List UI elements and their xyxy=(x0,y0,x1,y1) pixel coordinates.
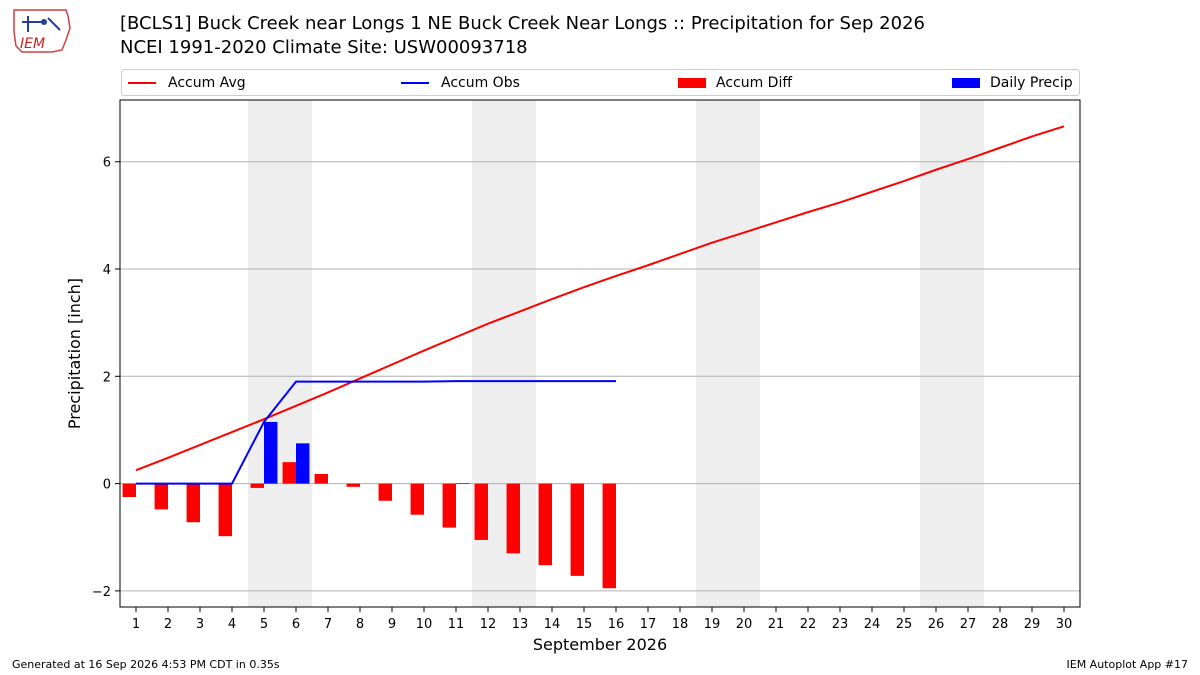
legend-item-daily-precip: Daily Precip xyxy=(952,70,1073,95)
x-tick-label: 27 xyxy=(960,617,977,632)
x-tick-label: 19 xyxy=(704,617,721,632)
x-tick-label: 17 xyxy=(640,617,657,632)
weekend-shade-1 xyxy=(248,100,312,607)
weekend-shading xyxy=(248,100,984,607)
x-tick-label: 13 xyxy=(512,617,529,632)
legend-swatch-daily xyxy=(952,77,980,88)
x-tick-label: 9 xyxy=(388,617,396,632)
x-tick-label: 30 xyxy=(1056,617,1073,632)
x-tick-label: 24 xyxy=(864,617,881,632)
legend-swatch-avg xyxy=(128,81,156,84)
lines xyxy=(135,125,1065,485)
x-tick-label: 29 xyxy=(1024,617,1041,632)
legend-swatch-diff xyxy=(678,77,706,88)
x-tick-label: 16 xyxy=(608,617,625,632)
accum-obs-line xyxy=(136,380,616,485)
accum-diff-bar xyxy=(506,483,520,554)
y-tick-label: 4 xyxy=(103,263,111,278)
y-gridlines xyxy=(120,161,1080,592)
x-tick-label: 10 xyxy=(416,617,433,632)
legend-swatch-obs xyxy=(401,81,429,84)
daily-precip-bar xyxy=(456,483,470,484)
daily-precip-bar xyxy=(296,443,310,484)
x-axis-label: September 2026 xyxy=(533,635,667,654)
x-tick-label: 12 xyxy=(480,617,497,632)
x-tick-label: 21 xyxy=(768,617,785,632)
accum-avg-line xyxy=(135,125,1065,472)
x-tick-label: 20 xyxy=(736,617,753,632)
accum-diff-bar xyxy=(442,483,456,528)
y-tick-label: 2 xyxy=(103,370,111,385)
chart-legend: Accum Avg Accum Obs Accum Diff Daily Pre… xyxy=(121,69,1080,96)
app-label: IEM Autoplot App #17 xyxy=(1066,658,1189,671)
title-line-2: NCEI 1991-2020 Climate Site: USW00093718 xyxy=(120,37,528,58)
x-tick-label: 25 xyxy=(896,617,913,632)
legend-item-accum-avg: Accum Avg xyxy=(128,70,246,95)
x-tick-label: 6 xyxy=(292,617,300,632)
iem-logo: IEM xyxy=(13,9,71,53)
logo-text: IEM xyxy=(20,36,45,52)
x-tick-label: 2 xyxy=(164,617,172,632)
bars xyxy=(122,421,616,589)
x-tick-label: 18 xyxy=(672,617,689,632)
accum-diff-bar xyxy=(250,483,264,488)
x-tick-label: 26 xyxy=(928,617,945,632)
x-tick-label: 28 xyxy=(992,617,1009,632)
x-tick-label: 3 xyxy=(196,617,204,632)
accum-diff-bar xyxy=(122,483,136,498)
x-tick-label: 4 xyxy=(228,617,236,632)
accum-diff-bar xyxy=(186,483,200,523)
x-tick-label: 22 xyxy=(800,617,817,632)
weekend-shade-3 xyxy=(696,100,760,607)
y-tick-label: −2 xyxy=(92,585,111,600)
legend-item-accum-obs: Accum Obs xyxy=(401,70,520,95)
legend-label-diff: Accum Diff xyxy=(716,74,793,91)
x-tick-label: 7 xyxy=(324,617,332,632)
accum-diff-bar xyxy=(410,483,424,515)
title-line-1: [BCLS1] Buck Creek near Longs 1 NE Buck … xyxy=(120,13,925,34)
accum-diff-bar xyxy=(282,462,296,484)
x-tick-label: 23 xyxy=(832,617,849,632)
accum-diff-bar xyxy=(154,483,168,510)
accum-diff-bar xyxy=(602,483,616,589)
plot-frame xyxy=(119,99,1081,608)
legend-label-avg: Accum Avg xyxy=(168,74,246,91)
x-tick-label: 15 xyxy=(576,617,593,632)
accum-diff-bar xyxy=(218,483,232,537)
x-tick-label: 11 xyxy=(448,617,465,632)
accum-diff-bar xyxy=(378,483,392,501)
legend-item-accum-diff: Accum Diff xyxy=(678,70,792,95)
y-tick-label: 0 xyxy=(103,478,111,493)
legend-label-obs: Accum Obs xyxy=(441,74,520,91)
accum-diff-bar xyxy=(314,473,328,484)
accum-diff-bar xyxy=(474,483,488,540)
x-tick-label: 5 xyxy=(260,617,268,632)
weekend-shade-4 xyxy=(920,100,984,607)
y-tick-label: 6 xyxy=(103,156,111,171)
accum-diff-bar xyxy=(570,483,584,576)
x-tick-label: 8 xyxy=(356,617,364,632)
y-axis-label: Precipitation [inch] xyxy=(65,278,84,429)
accum-diff-bar xyxy=(346,483,360,487)
x-tick-label: 14 xyxy=(544,617,561,632)
generated-timestamp: Generated at 16 Sep 2026 4:53 PM CDT in … xyxy=(12,658,280,671)
legend-label-daily: Daily Precip xyxy=(990,74,1073,91)
chart-title: [BCLS1] Buck Creek near Longs 1 NE Buck … xyxy=(120,12,925,60)
x-tick-label: 1 xyxy=(132,617,140,632)
daily-precip-bar xyxy=(264,421,278,484)
accum-diff-bar xyxy=(538,483,552,566)
